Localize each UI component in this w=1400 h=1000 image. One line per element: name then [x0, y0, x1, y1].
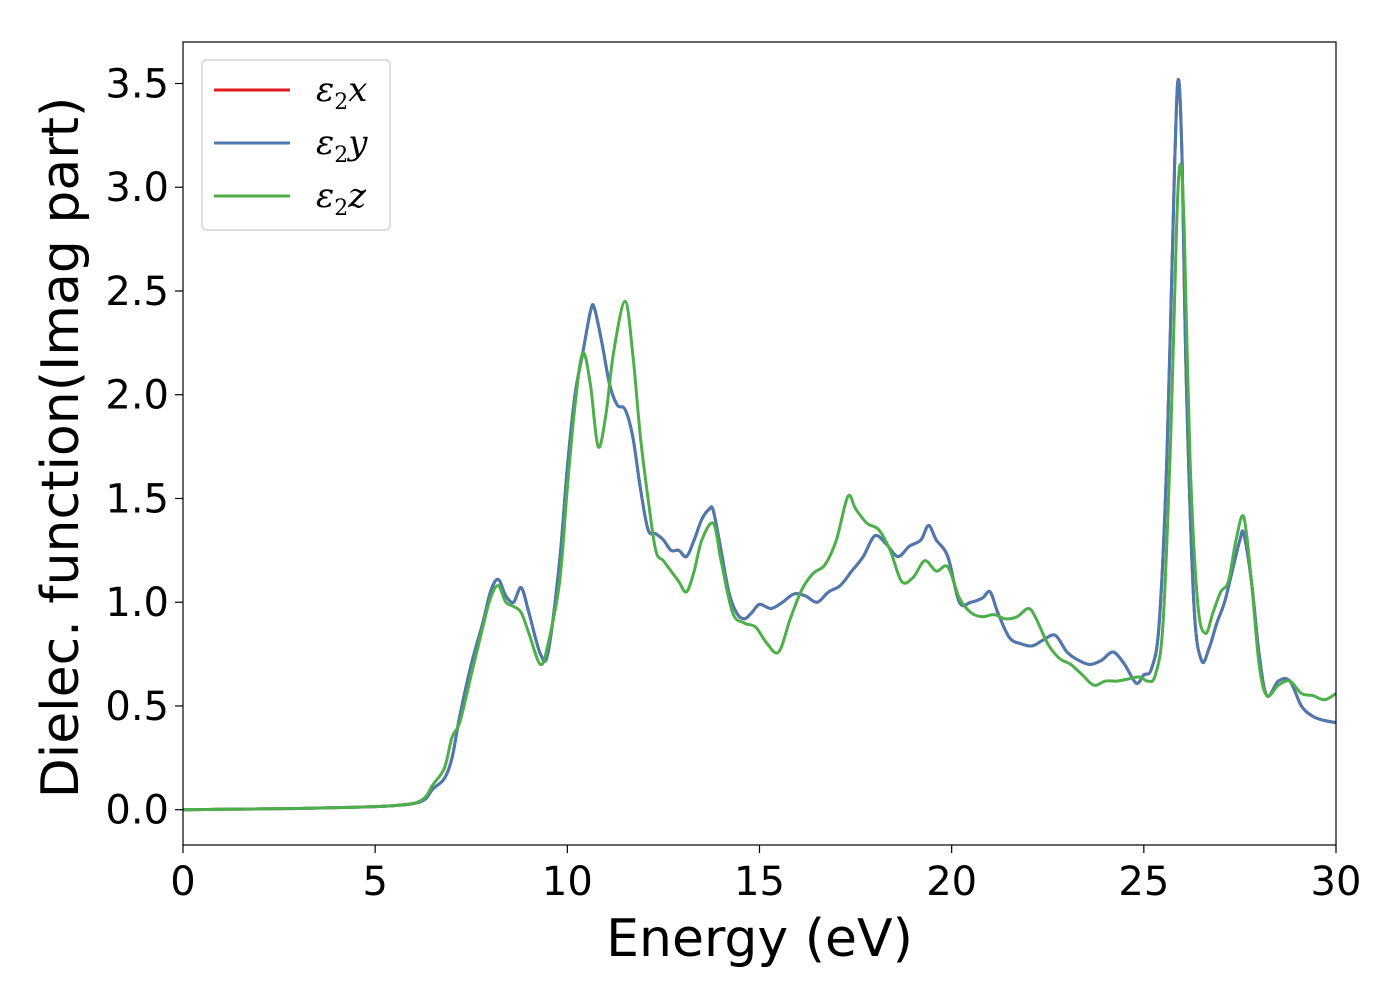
x-tick-label: 15: [734, 859, 785, 905]
y-tick-label: 3.0: [105, 165, 169, 211]
legend-label-x: ε2x: [316, 70, 367, 115]
legend: ε2x ε2y ε2z: [201, 59, 391, 231]
x-tick-label: 20: [926, 859, 977, 905]
series-line-z: [183, 162, 1336, 812]
x-axis-ticks: 0 5 10 15 20 25 30: [170, 845, 1361, 905]
x-tick-label: 10: [542, 859, 593, 905]
x-tick-label: 5: [362, 859, 387, 905]
y-tick-label: 2.5: [105, 269, 169, 315]
x-tick-label: 0: [170, 859, 195, 905]
x-tick-label: 30: [1311, 859, 1362, 905]
y-tick-label: 2.0: [105, 373, 169, 419]
legend-label-z: ε2z: [316, 176, 367, 221]
legend-label-y: ε2y: [316, 123, 368, 168]
plot-lines: [183, 77, 1336, 812]
y-tick-label: 0.0: [105, 788, 169, 834]
y-axis-title: Dielec. function(Imag part): [31, 97, 91, 799]
y-tick-label: 3.5: [105, 61, 169, 107]
y-tick-label: 0.5: [105, 684, 169, 730]
x-axis-title: Energy (eV): [606, 909, 913, 969]
legend-box: [201, 59, 391, 231]
y-tick-label: 1.5: [105, 476, 169, 522]
x-tick-label: 25: [1118, 859, 1169, 905]
y-axis-ticks: 0.0 0.5 1.0 1.5 2.0 2.5 3.0 3.5: [105, 61, 183, 834]
y-tick-label: 1.0: [105, 580, 169, 626]
